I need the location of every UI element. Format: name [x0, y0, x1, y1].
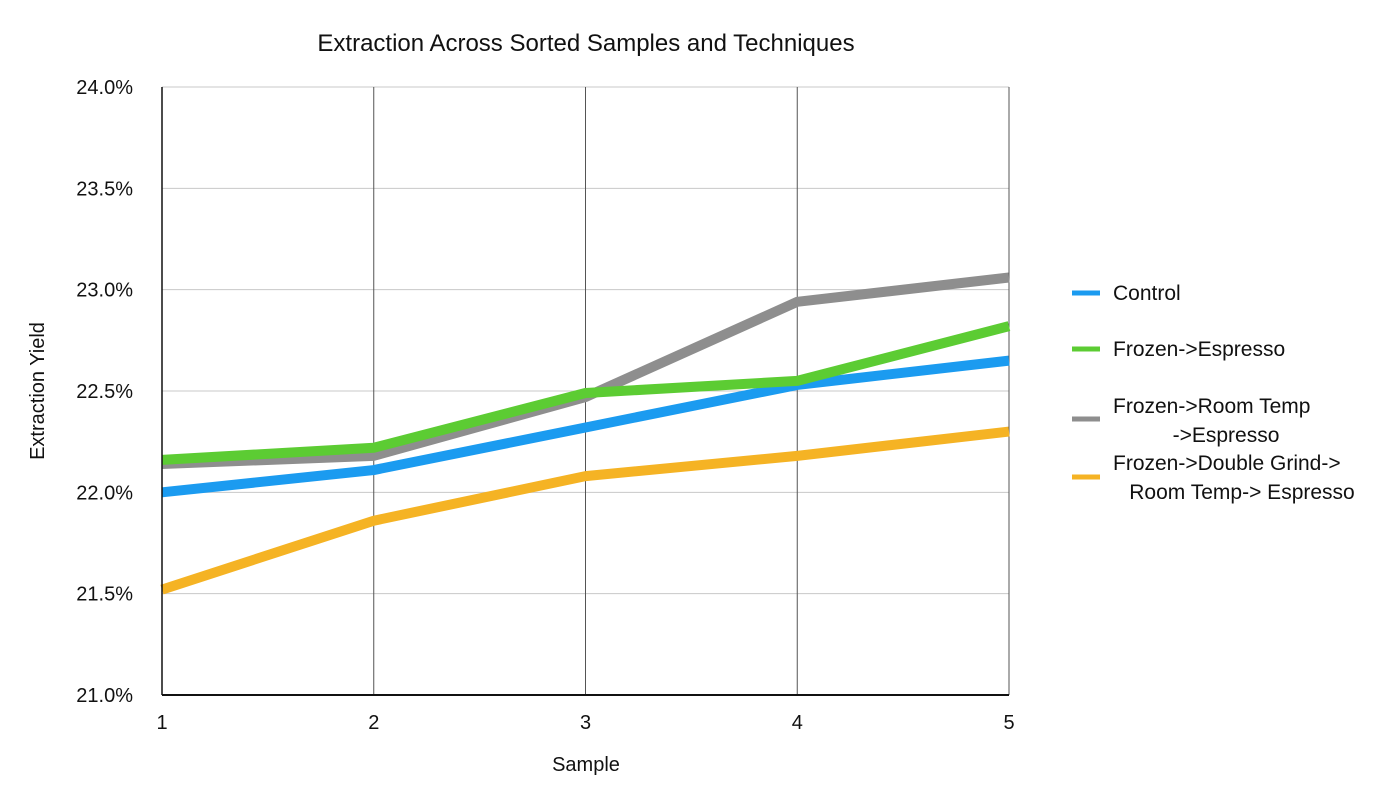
- series-line: [161, 321, 1011, 465]
- grid: [162, 86, 1010, 695]
- y-axis-title: Extraction Yield: [27, 322, 49, 460]
- legend-label: Frozen->Double Grind->: [1113, 452, 1341, 475]
- chart-title: Extraction Across Sorted Samples and Tec…: [317, 30, 854, 57]
- legend-label: Frozen->Room Temp: [1113, 395, 1310, 418]
- legend-label: Frozen->Espresso: [1113, 338, 1285, 361]
- y-tick-label: 23.5%: [76, 178, 133, 200]
- y-tick-label: 21.0%: [76, 685, 133, 707]
- x-tick-label: 4: [792, 712, 803, 734]
- legend-label: Room Temp-> Espresso: [1129, 481, 1354, 504]
- x-tick-label: 1: [156, 712, 167, 734]
- series-lines: [160, 272, 1011, 595]
- legend-label: Control: [1113, 282, 1181, 305]
- y-tick-label: 21.5%: [76, 584, 133, 606]
- series-line: [161, 355, 1010, 498]
- y-tick-label: 22.0%: [76, 482, 133, 504]
- y-tick-label: 24.0%: [76, 77, 133, 99]
- legend: Control Frozen->Espresso Frozen->Room Temp…: [1072, 282, 1355, 504]
- axes: 21.0% 21.5% 22.0% 22.5% 23.0% 23.5% 24.0% 1 2 3 4 5: [76, 77, 1014, 734]
- x-tick-label: 3: [580, 712, 591, 734]
- y-tick-label: 23.0%: [76, 280, 133, 302]
- x-axis-title: Sample: [552, 754, 620, 776]
- legend-label: ->Espresso: [1173, 424, 1280, 447]
- x-tick-label: 5: [1003, 712, 1014, 734]
- x-tick-label: 2: [368, 712, 379, 734]
- y-tick-label: 22.5%: [76, 381, 133, 403]
- series-line: [160, 426, 1010, 595]
